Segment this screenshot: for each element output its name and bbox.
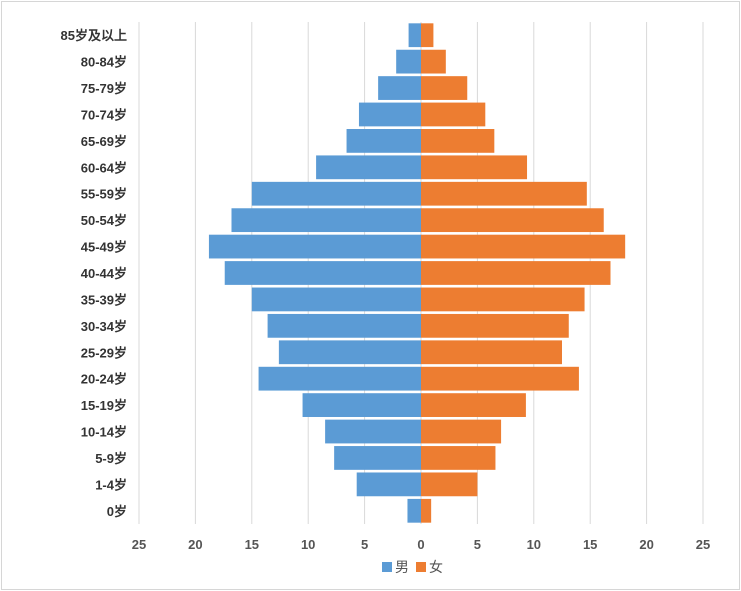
bar-male-12: [278, 340, 421, 365]
bar-female-7: [421, 208, 604, 233]
category-label-2: 75-79岁: [81, 81, 127, 96]
category-label-16: 5-9岁: [95, 451, 127, 466]
bar-male-8: [208, 234, 421, 259]
bar-male-2: [378, 76, 421, 100]
legend-swatch-0: [382, 562, 392, 572]
x-tick-label-0: 25: [132, 537, 146, 552]
legend-label-0: 男: [395, 560, 409, 576]
bar-female-6: [421, 181, 587, 206]
x-tick-label-5: 0: [417, 537, 424, 552]
bar-female-13: [421, 366, 579, 391]
category-label-7: 50-54岁: [81, 213, 127, 228]
x-tick-label-4: 5: [361, 537, 368, 552]
bar-male-0: [408, 23, 421, 48]
bar-female-4: [421, 129, 495, 153]
category-label-8: 45-49岁: [81, 240, 127, 255]
bar-male-13: [258, 366, 421, 391]
category-label-11: 30-34岁: [81, 319, 127, 334]
bar-female-1: [421, 49, 446, 74]
legend-swatch-1: [416, 562, 426, 572]
bar-male-4: [346, 129, 421, 153]
legend: 男女: [382, 559, 443, 576]
bar-female-15: [421, 419, 502, 444]
category-label-15: 10-14岁: [81, 425, 127, 440]
bar-male-14: [302, 393, 421, 417]
category-label-12: 25-29岁: [81, 345, 127, 360]
x-tick-label-9: 20: [639, 537, 653, 552]
bar-female-2: [421, 76, 468, 100]
bar-male-10: [251, 287, 421, 312]
bar-female-17: [421, 472, 478, 497]
x-tick-label-7: 10: [527, 537, 541, 552]
bar-female-14: [421, 393, 526, 417]
bar-female-5: [421, 155, 528, 180]
bar-female-12: [421, 340, 562, 365]
bar-male-3: [358, 102, 421, 127]
bar-groups: [208, 23, 626, 523]
bar-male-9: [224, 261, 421, 285]
category-label-13: 20-24岁: [81, 372, 127, 387]
bar-female-0: [421, 23, 434, 48]
bar-male-7: [231, 208, 421, 233]
x-tick-label-3: 10: [301, 537, 315, 552]
x-tick-label-10: 25: [696, 537, 710, 552]
bar-male-16: [334, 446, 421, 470]
bar-female-10: [421, 287, 585, 312]
category-label-10: 35-39岁: [81, 292, 127, 307]
category-labels: 85岁及以上 80-84岁 75-79岁 70-74岁 65-69岁 60-64岁 55-5…: [61, 28, 127, 519]
bar-male-1: [396, 49, 421, 74]
legend-label-1: 女: [429, 559, 443, 576]
bar-male-5: [316, 155, 421, 180]
bar-female-9: [421, 261, 611, 285]
bar-male-6: [251, 181, 421, 206]
category-label-3: 70-74岁: [81, 107, 127, 122]
x-tick-label-2: 15: [245, 537, 259, 552]
x-tick-label-1: 20: [188, 537, 202, 552]
category-label-18: 0岁: [107, 504, 127, 519]
category-label-9: 40-44岁: [81, 266, 127, 281]
x-axis-ticks: 25 20 15 10 5 0 5 10 15 20 25: [132, 537, 710, 552]
bar-female-11: [421, 313, 569, 338]
bar-male-17: [356, 472, 421, 497]
bar-male-11: [267, 313, 421, 338]
bar-female-3: [421, 102, 486, 127]
category-label-14: 15-19岁: [81, 398, 127, 413]
category-label-1: 80-84岁: [81, 55, 127, 70]
bar-female-8: [421, 234, 626, 259]
bar-male-15: [325, 419, 421, 444]
x-tick-label-6: 5: [474, 537, 481, 552]
category-label-17: 1-4岁: [95, 477, 127, 492]
category-label-6: 55-59岁: [81, 187, 127, 202]
category-label-5: 60-64岁: [81, 160, 127, 175]
bar-female-16: [421, 446, 496, 470]
category-label-4: 65-69岁: [81, 134, 127, 149]
category-label-0: 85岁及以上: [61, 28, 127, 43]
x-tick-label-8: 15: [583, 537, 597, 552]
bar-female-18: [421, 498, 432, 523]
bar-male-18: [407, 498, 421, 523]
